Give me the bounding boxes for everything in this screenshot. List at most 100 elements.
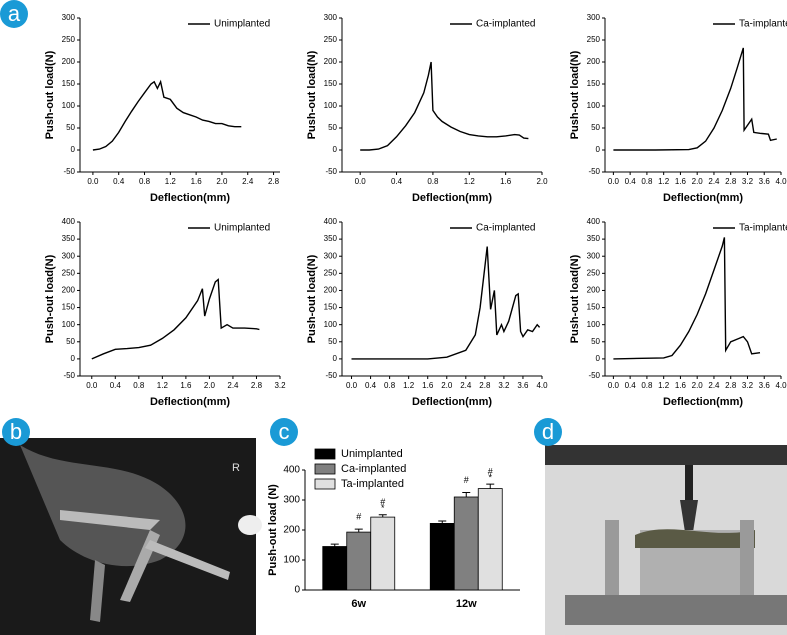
x-tick-label: 12w — [456, 598, 477, 610]
x-tick-label: 0.8 — [384, 381, 396, 390]
legend-label: Ca-implanted — [476, 19, 535, 30]
bar — [346, 531, 372, 591]
y-tick-label: 250 — [324, 268, 338, 277]
y-tick-label: 200 — [62, 57, 76, 66]
x-tick-label: 2.0 — [692, 177, 704, 186]
y-tick-label: 50 — [66, 123, 75, 132]
legend-swatch — [314, 463, 336, 475]
y-tick-label: 150 — [324, 303, 338, 312]
panel-badge — [0, 0, 28, 28]
error-bar — [378, 514, 387, 518]
y-tick-label: 50 — [66, 337, 75, 346]
y-tick-label: 350 — [62, 234, 76, 243]
x-tick-label: 0.0 — [346, 381, 358, 390]
x-tick-label: 1.6 — [675, 177, 687, 186]
y-tick-label: 300 — [324, 13, 338, 22]
x-tick-label: 0.8 — [427, 177, 439, 186]
y-tick-label: 200 — [587, 286, 601, 295]
y-axis-label: Push-out load(N) — [44, 50, 56, 139]
x-tick-label: 2.0 — [216, 177, 228, 186]
y-tick-label: 300 — [283, 495, 300, 506]
x-tick-label: 0.0 — [86, 381, 98, 390]
x-tick-label: 4.0 — [536, 381, 548, 390]
y-tick-label: 400 — [587, 217, 601, 226]
y-tick-label: 100 — [62, 101, 76, 110]
y-tick-label: 400 — [324, 217, 338, 226]
xray-marker: R — [232, 462, 240, 474]
y-tick-label: 300 — [62, 13, 76, 22]
y-tick-label: 0 — [333, 145, 338, 154]
y-tick-label: 250 — [62, 268, 76, 277]
y-tick-label: 250 — [324, 35, 338, 44]
data-line — [613, 47, 777, 151]
legend-label: Ca-implanted — [476, 223, 535, 234]
x-tick-label: 3.6 — [759, 177, 771, 186]
y-tick-label: 250 — [587, 35, 601, 44]
x-tick-label: 0.4 — [625, 381, 637, 390]
x-axis-label: Deflection(mm) — [663, 192, 743, 204]
x-tick-label: 2.4 — [708, 177, 720, 186]
x-axis-label: Deflection(mm) — [412, 192, 492, 204]
y-tick-label: 200 — [324, 57, 338, 66]
x-tick-label: 3.6 — [759, 381, 771, 390]
y-tick-label: 400 — [62, 217, 76, 226]
y-tick-label: 150 — [587, 303, 601, 312]
legend-swatch — [314, 448, 336, 460]
x-tick-label: 3.2 — [742, 381, 754, 390]
data-line — [92, 79, 242, 151]
panel-badge — [534, 418, 562, 446]
y-tick-label: 100 — [587, 320, 601, 329]
x-tick-label: 2.8 — [268, 177, 280, 186]
x-tick-label: 0.0 — [608, 381, 620, 390]
x-tick-label: 6w — [351, 598, 366, 610]
x-tick-label: 3.2 — [274, 381, 286, 390]
error-bar — [462, 492, 471, 497]
legend-label: Unimplanted — [214, 19, 270, 30]
y-tick-label: 150 — [587, 79, 601, 88]
data-line — [613, 237, 761, 360]
x-tick-label: 0.8 — [641, 177, 653, 186]
y-tick-label: 100 — [324, 101, 338, 110]
x-axis-label: Deflection(mm) — [150, 396, 230, 408]
legend-label: Ta-implanted — [739, 19, 787, 30]
significance-label: # — [488, 466, 493, 476]
x-tick-label: 0.4 — [391, 177, 403, 186]
y-tick-label: 100 — [283, 555, 300, 566]
x-tick-label: 1.6 — [180, 381, 192, 390]
y-tick-label: -50 — [63, 167, 75, 176]
panel-label: c — [279, 419, 290, 444]
bar — [322, 546, 348, 591]
x-tick-label: 1.2 — [658, 381, 670, 390]
x-tick-label: 0.4 — [625, 177, 637, 186]
data-line — [351, 246, 541, 360]
error-bar — [330, 543, 339, 547]
x-axis-label: Deflection(mm) — [663, 396, 743, 408]
x-tick-label: 1.2 — [403, 381, 415, 390]
x-tick-label: 1.2 — [157, 381, 169, 390]
x-tick-label: 4.0 — [775, 381, 787, 390]
x-tick-label: 0.0 — [608, 177, 620, 186]
x-axis-label: Deflection(mm) — [150, 192, 230, 204]
x-tick-label: 2.4 — [227, 381, 239, 390]
y-tick-label: 150 — [62, 303, 76, 312]
y-tick-label: -50 — [63, 371, 75, 380]
legend-swatch — [314, 478, 336, 490]
x-tick-label: 2.0 — [204, 381, 216, 390]
bar — [370, 516, 396, 591]
x-tick-label: 2.8 — [725, 381, 737, 390]
y-tick-label: 0 — [71, 354, 76, 363]
y-tick-label: 50 — [591, 337, 600, 346]
x-tick-label: 0.0 — [355, 177, 367, 186]
panel-label: d — [542, 419, 554, 444]
y-tick-label: 300 — [62, 251, 76, 260]
significance-label: # — [380, 497, 385, 507]
x-tick-label: 2.4 — [708, 381, 720, 390]
y-tick-label: 350 — [587, 234, 601, 243]
significance-label: * — [488, 472, 492, 482]
y-axis-label: Push-out load(N) — [306, 254, 318, 343]
y-tick-label: 200 — [62, 286, 76, 295]
y-tick-label: 150 — [324, 79, 338, 88]
significance-label: * — [381, 503, 385, 513]
